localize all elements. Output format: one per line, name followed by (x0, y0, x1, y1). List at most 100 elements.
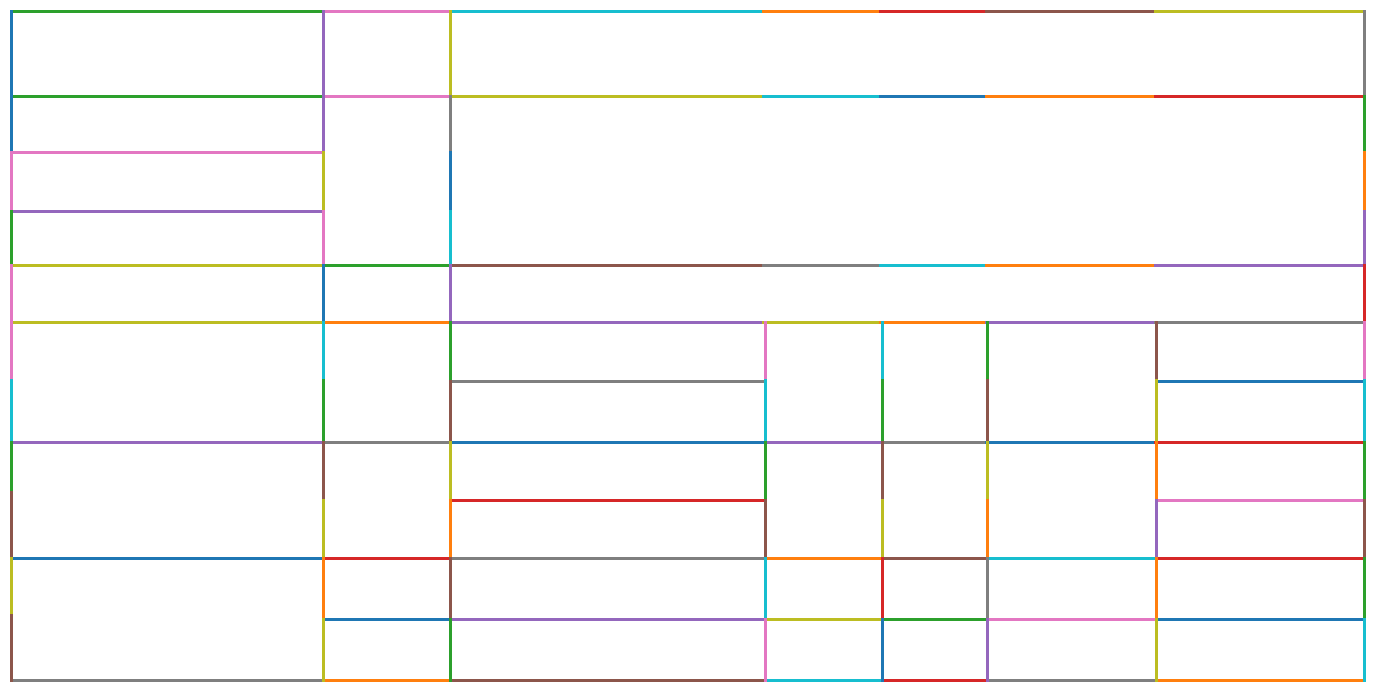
vertical-line-segment (448, 209, 452, 267)
vertical-line-segment (1362, 320, 1366, 382)
horizontal-line-segment (1154, 556, 1366, 560)
horizontal-line-segment (1154, 617, 1366, 621)
horizontal-line-segment (321, 440, 452, 444)
horizontal-line-segment (763, 440, 884, 444)
vertical-line-segment (1362, 9, 1366, 98)
horizontal-line-segment (761, 263, 882, 267)
horizontal-line-segment (1153, 320, 1366, 324)
vertical-line-segment (321, 556, 325, 621)
horizontal-line-segment (9, 440, 325, 444)
vertical-line-segment (880, 440, 884, 502)
vertical-line-segment (1362, 617, 1366, 682)
horizontal-line-segment (878, 94, 988, 98)
vertical-line-segment (985, 617, 989, 682)
horizontal-line-segment (984, 9, 1157, 13)
vertical-line-segment (9, 378, 13, 444)
horizontal-line-segment (9, 678, 325, 682)
vertical-line-segment (448, 94, 452, 154)
horizontal-line-segment (448, 263, 765, 267)
horizontal-line-segment (1154, 498, 1366, 502)
horizontal-line-segment (448, 94, 765, 98)
vertical-line-segment (321, 617, 325, 682)
vertical-line-segment (9, 209, 13, 267)
vertical-line-segment (9, 556, 13, 617)
horizontal-line-segment (878, 320, 988, 324)
vertical-line-segment (1154, 498, 1158, 560)
horizontal-line-segment (1154, 379, 1366, 383)
horizontal-line-segment (984, 94, 1157, 98)
horizontal-line-segment (880, 440, 988, 444)
vertical-line-segment (1362, 150, 1366, 213)
vertical-line-segment (448, 263, 452, 324)
horizontal-line-segment (880, 678, 990, 682)
vertical-line-segment (1154, 378, 1158, 444)
vertical-line-segment (985, 440, 989, 502)
horizontal-line-segment (986, 617, 1158, 621)
vertical-line-segment (1154, 440, 1158, 502)
horizontal-line-segment (1153, 9, 1366, 13)
vertical-line-segment (1362, 556, 1366, 621)
horizontal-line-segment (448, 440, 767, 444)
vertical-line-segment (1362, 378, 1366, 444)
vertical-line-segment (763, 498, 767, 560)
vertical-line-segment (985, 498, 989, 560)
horizontal-line-segment (1153, 263, 1366, 267)
vertical-line-segment (1362, 209, 1366, 267)
vertical-line-segment (321, 209, 325, 267)
vertical-line-segment (1362, 263, 1366, 324)
horizontal-line-segment (321, 678, 452, 682)
horizontal-line-segment (9, 9, 325, 13)
vertical-line-segment (321, 150, 325, 213)
vertical-line-segment (9, 440, 13, 494)
horizontal-line-segment (9, 209, 325, 213)
vertical-line-segment (321, 498, 325, 560)
horizontal-line-segment (761, 9, 882, 13)
vertical-line-segment (985, 320, 989, 382)
vertical-line-segment (763, 556, 767, 621)
vertical-line-segment (321, 440, 325, 502)
vertical-line-segment (448, 9, 452, 98)
vertical-line-segment (1154, 556, 1158, 621)
horizontal-line-segment (9, 320, 325, 324)
horizontal-line-segment (9, 263, 325, 267)
vertical-line-segment (880, 617, 884, 682)
vertical-line-segment (1362, 498, 1366, 560)
horizontal-line-segment (984, 320, 1157, 324)
horizontal-line-segment (448, 379, 767, 383)
horizontal-line-segment (321, 556, 452, 560)
vertical-line-segment (448, 150, 452, 213)
horizontal-line-segment (761, 94, 882, 98)
horizontal-line-segment (9, 150, 325, 154)
vertical-line-segment (9, 94, 13, 154)
horizontal-line-segment (763, 678, 884, 682)
horizontal-line-segment (321, 9, 452, 13)
vertical-line-segment (9, 150, 13, 213)
horizontal-line-segment (880, 556, 989, 560)
vertical-line-segment (1362, 94, 1366, 154)
horizontal-line-segment (321, 320, 452, 324)
vertical-line-segment (448, 440, 452, 502)
horizontal-line-segment (448, 498, 767, 502)
horizontal-line-segment (321, 94, 452, 98)
horizontal-line-segment (448, 678, 767, 682)
vertical-line-segment (321, 378, 325, 444)
vertical-line-segment (448, 617, 452, 682)
vertical-line-segment (321, 9, 325, 98)
vertical-line-segment (448, 379, 452, 444)
horizontal-line-segment (448, 556, 767, 560)
vertical-line-segment (448, 498, 452, 560)
horizontal-line-segment (984, 263, 1157, 267)
vertical-line-segment (9, 613, 13, 682)
horizontal-line-segment (880, 617, 990, 621)
vertical-line-segment (9, 9, 13, 98)
vertical-line-segment (1154, 320, 1158, 382)
vertical-line-segment (321, 263, 325, 324)
vertical-line-segment (1362, 440, 1366, 502)
vertical-line-segment (448, 556, 452, 621)
vertical-line-segment (763, 617, 767, 682)
horizontal-line-segment (321, 263, 452, 267)
vertical-line-segment (448, 320, 452, 383)
vertical-line-segment (880, 498, 884, 560)
horizontal-line-segment (984, 440, 1157, 444)
horizontal-line-segment (878, 9, 988, 13)
